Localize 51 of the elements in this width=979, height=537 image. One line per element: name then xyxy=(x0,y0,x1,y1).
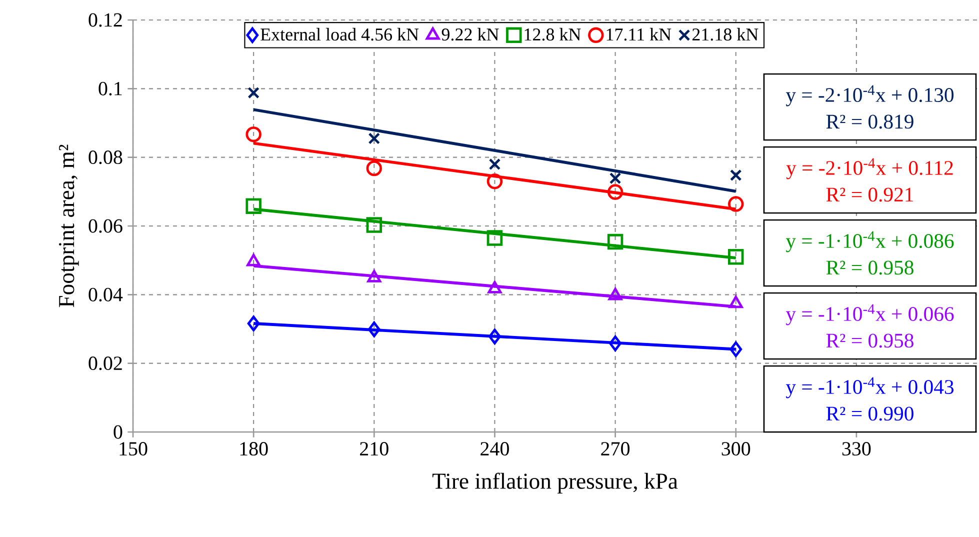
annotation: y = -1·10$^{-4}$x + 0.043 xyxy=(786,377,954,398)
point xyxy=(366,160,382,176)
y-tick-label: 0.02 xyxy=(88,356,122,370)
y-tick-label: 0.06 xyxy=(88,219,122,233)
y-axis-title: Footprint area, m² xyxy=(58,144,79,308)
point xyxy=(366,217,382,233)
point xyxy=(607,234,624,250)
annotation: R² = 0.958 xyxy=(826,260,914,275)
legend-label: 21.18 kN xyxy=(692,28,758,41)
annotation: y = -2·10$^{-4}$x + 0.112 xyxy=(786,158,953,180)
y-tick-label: 0 xyxy=(114,425,122,439)
legend-label: 12.8 kN xyxy=(524,28,581,41)
annotation: R² = 0.958 xyxy=(826,334,914,348)
point xyxy=(730,341,742,358)
y-tick-label: 0.08 xyxy=(88,150,122,164)
point xyxy=(486,230,503,246)
point xyxy=(609,172,622,184)
point xyxy=(246,198,262,214)
point xyxy=(486,174,503,190)
legend-label: 9.22 kN xyxy=(442,28,499,41)
point xyxy=(609,336,622,352)
point xyxy=(728,249,744,265)
point xyxy=(246,126,262,142)
y-tick-label: 0.12 xyxy=(88,13,122,27)
annotation: y = -2·10$^{-4}$x + 0.130 xyxy=(786,85,954,106)
point xyxy=(488,328,501,344)
point xyxy=(488,158,501,170)
annotation: y = -1·10$^{-4}$x + 0.086 xyxy=(786,231,954,252)
legend-label: External load 4.56 kN xyxy=(260,28,419,41)
point xyxy=(728,196,744,212)
annotation: R² = 0.990 xyxy=(826,406,914,421)
x-tick-label: 210 xyxy=(360,442,388,456)
annotation: y = -1·10$^{-4}$x + 0.066 xyxy=(786,304,954,326)
y-tick-label: 0.1 xyxy=(98,82,122,96)
point xyxy=(368,132,380,144)
legend-label: 17.11 kN xyxy=(606,28,672,41)
point xyxy=(368,321,380,338)
x-tick-label: 330 xyxy=(842,442,871,456)
x-tick-label: 270 xyxy=(601,442,630,456)
point xyxy=(247,316,260,332)
x-tick-label: 150 xyxy=(120,442,148,456)
annotation: R² = 0.819 xyxy=(826,114,914,129)
x-tick-label: 240 xyxy=(480,442,509,456)
x-tick-label: 180 xyxy=(240,442,268,456)
x-tick-label: 300 xyxy=(722,442,750,456)
y-tick-label: 0.04 xyxy=(88,288,123,302)
point xyxy=(607,184,624,200)
point xyxy=(730,169,742,182)
x-axis-title: Tire inflation pressure, kPa xyxy=(432,472,678,494)
point xyxy=(248,86,260,99)
annotation: R² = 0.921 xyxy=(826,188,913,202)
